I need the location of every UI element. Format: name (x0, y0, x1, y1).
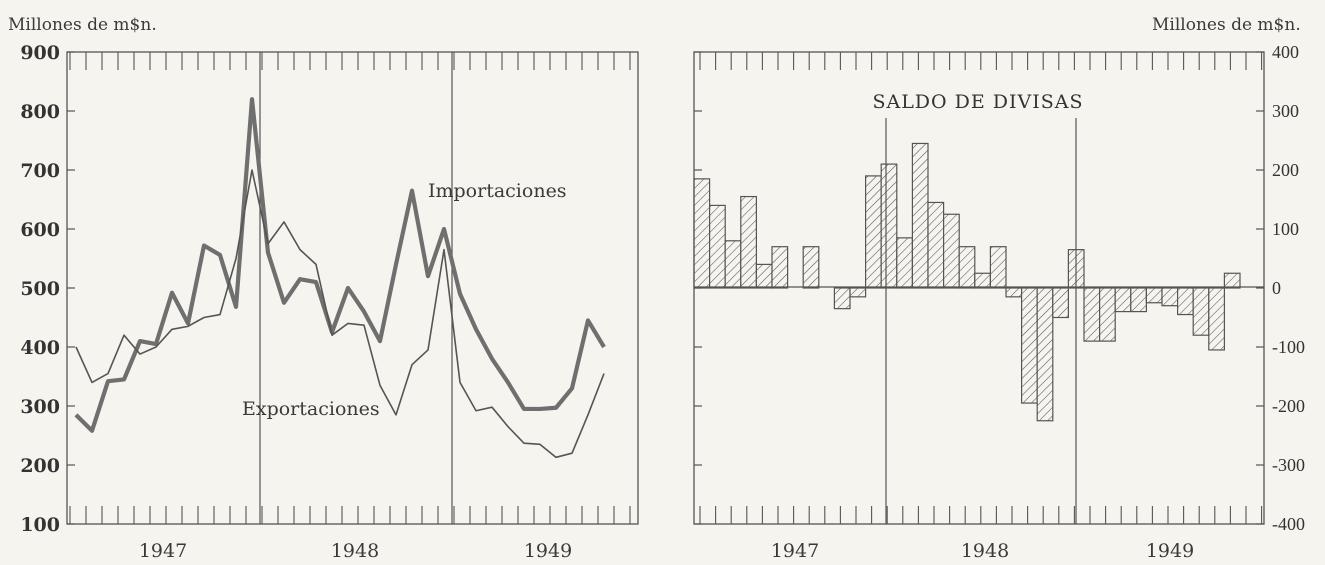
saldo-bar (1052, 287, 1070, 319)
saldo-bar (1192, 287, 1210, 336)
saldo-bar (1036, 287, 1054, 422)
right-y-tick-label: 300 (1272, 101, 1299, 121)
saldo-bar (724, 240, 742, 289)
right-y-tick-label: 200 (1272, 160, 1299, 180)
left-plot-frame (66, 51, 639, 525)
saldo-bar (1114, 287, 1132, 313)
importaciones-line (74, 97, 606, 433)
saldo-bar (1176, 287, 1194, 316)
left-y-tick-label: 900 (20, 42, 60, 64)
saldo-bar (880, 163, 898, 289)
saldo-bar (802, 246, 820, 289)
left-series-group (74, 97, 606, 459)
left-minor-ticks (69, 52, 631, 524)
right-plot-frame (693, 51, 1265, 525)
saldo-bar (1223, 272, 1241, 289)
saldo-bar-chart: Millones de m$n. 400 300 200 100 0 -100 -200 -3… (693, 15, 1305, 562)
exportaciones-line (75, 169, 605, 459)
left-y-tick-label: 100 (20, 514, 60, 536)
left-y-axis-label: Millones de m$n. (8, 15, 157, 35)
left-y-tick-label: 500 (20, 278, 60, 300)
right-y-tick-label: 400 (1272, 42, 1299, 62)
left-y-tick-label: 800 (20, 101, 60, 123)
saldo-bar (927, 201, 945, 289)
right-x-tick-label: 1949 (1146, 540, 1194, 562)
saldo-bar (1161, 287, 1179, 307)
right-x-tick-label: 1948 (961, 540, 1009, 562)
saldo-bar (1020, 287, 1038, 404)
saldo-bar (911, 142, 929, 289)
left-y-tick-label: 200 (20, 455, 60, 477)
left-y-tick-label: 300 (20, 396, 60, 418)
left-y-tick-label: 600 (20, 219, 60, 241)
panel-title: SALDO DE DIVISAS (872, 91, 1083, 113)
right-x-tick-labels: 1947 1948 1949 (771, 540, 1194, 562)
right-x-tick-label: 1947 (771, 540, 819, 562)
saldo-bar (708, 204, 726, 289)
right-y-tick-label: 0 (1272, 278, 1281, 298)
left-x-tick-label: 1949 (524, 540, 572, 562)
right-minor-ticks (699, 52, 1263, 524)
saldo-bar (755, 263, 773, 289)
saldo-bar (833, 287, 851, 310)
saldo-bar (1098, 287, 1116, 342)
saldo-bar (864, 175, 882, 289)
left-y-tick-labels: 900 800 700 600 500 400 300 200 100 (20, 42, 75, 536)
right-y-axis-label: Millones de m$n. (1152, 15, 1301, 35)
right-y-tick-label: -400 (1272, 514, 1305, 534)
right-y-tick-label: -300 (1272, 455, 1305, 475)
saldo-bar (1005, 287, 1023, 298)
saldo-bar (1208, 287, 1226, 351)
saldo-bars (693, 142, 1241, 422)
left-x-tick-label: 1948 (331, 540, 379, 562)
right-y-tick-label: -200 (1272, 396, 1305, 416)
saldo-bar (974, 272, 991, 289)
exportaciones-series-label: Exportaciones (242, 398, 380, 420)
saldo-bar (693, 178, 711, 289)
left-x-tick-labels: 1947 1948 1949 (139, 540, 572, 562)
saldo-bar (896, 237, 913, 289)
right-y-tick-label: 100 (1272, 219, 1299, 239)
saldo-bar (1130, 287, 1148, 313)
saldo-bar (958, 246, 976, 289)
left-y-tick-label: 400 (20, 337, 60, 359)
saldo-bar (942, 213, 960, 289)
saldo-bar (989, 246, 1007, 289)
left-y-tick-label: 700 (20, 160, 60, 182)
trade-line-chart: Millones de m$n. 900 800 700 600 500 400 300 20… (8, 15, 639, 562)
right-y-tick-labels: 400 300 200 100 0 -100 -200 -300 -400 (694, 42, 1305, 534)
saldo-bar (740, 195, 757, 289)
saldo-bar (1083, 287, 1101, 342)
saldo-bar (771, 246, 789, 289)
right-y-tick-label: -100 (1272, 337, 1305, 357)
left-x-tick-label: 1947 (139, 540, 187, 562)
saldo-bar (849, 287, 867, 298)
saldo-bar (1145, 287, 1163, 304)
importaciones-series-label: Importaciones (428, 180, 567, 202)
